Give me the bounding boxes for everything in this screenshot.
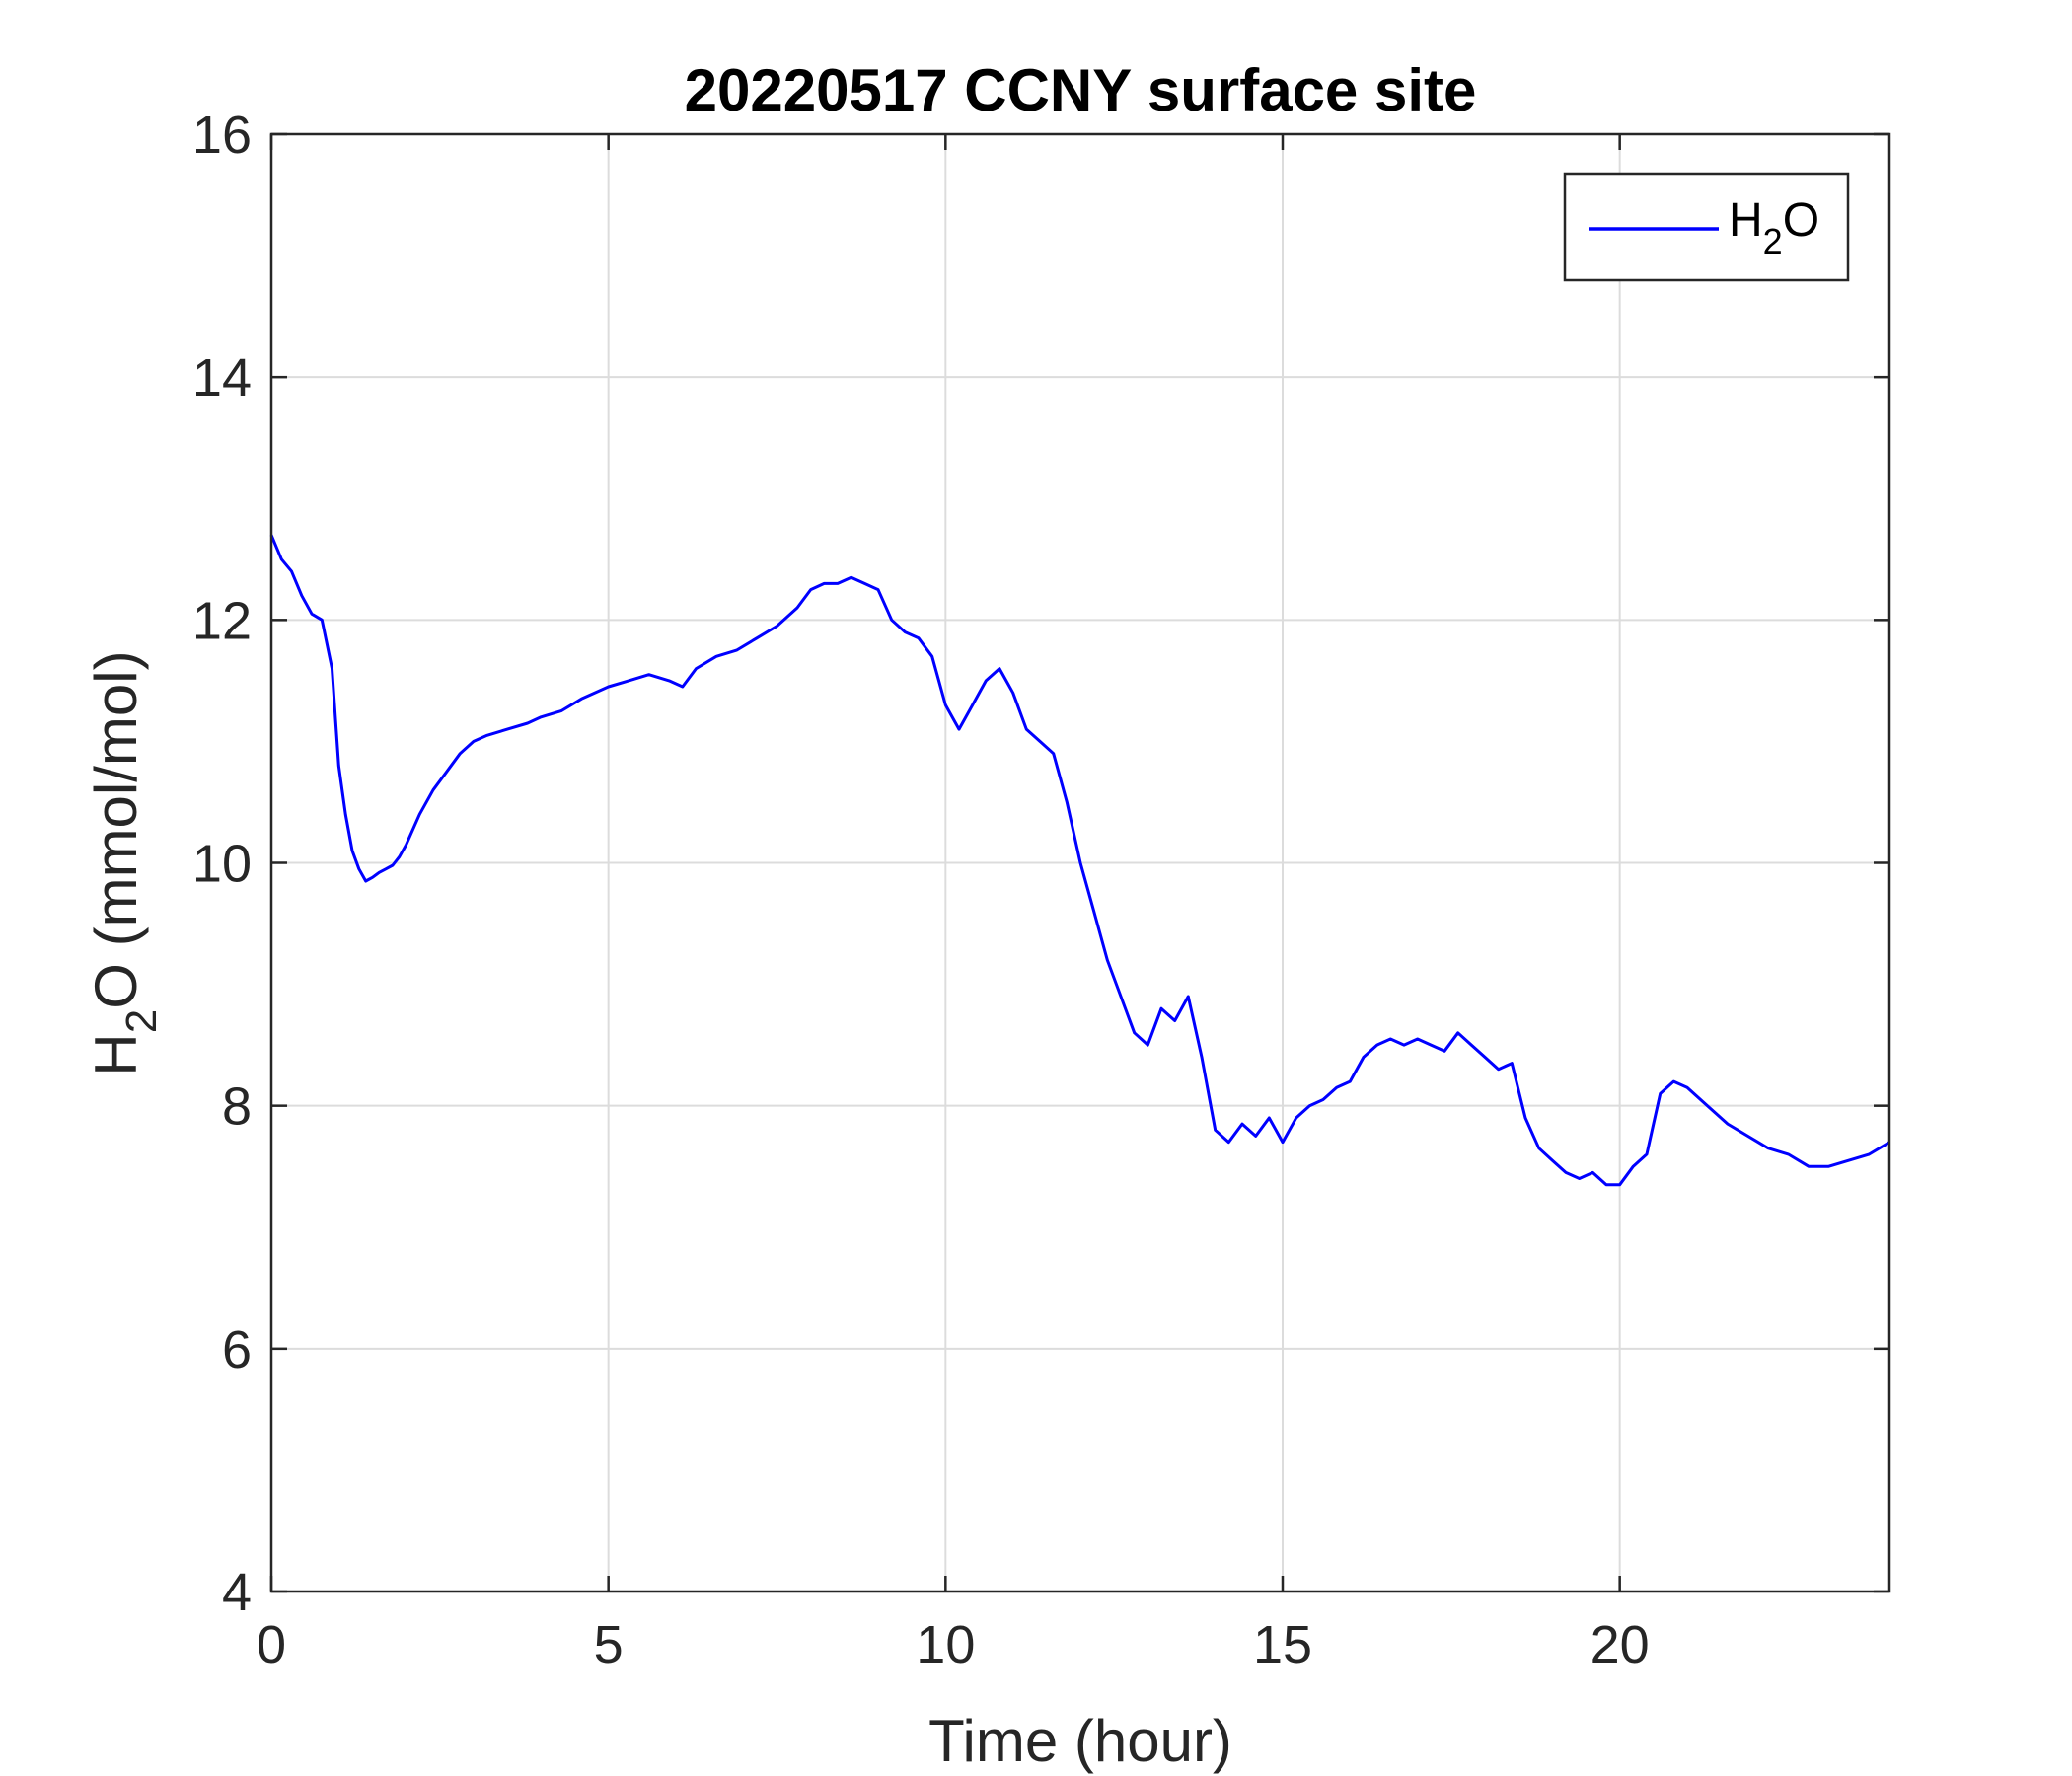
y-tick-label: 14 — [192, 348, 252, 407]
y-axis-title-main: H — [83, 1033, 149, 1075]
y-tick-label: 6 — [222, 1320, 252, 1379]
y-tick-label: 16 — [192, 106, 252, 165]
legend: H2O — [1563, 172, 1850, 282]
legend-label-rest: O — [1783, 194, 1819, 247]
grid-lines — [271, 134, 1889, 1591]
x-tick-label: 5 — [594, 1615, 624, 1674]
series-lines — [269, 534, 1890, 1187]
legend-label-main: H — [1729, 194, 1763, 247]
x-tick-label: 10 — [916, 1615, 975, 1674]
x-tick-labels: 0 5 10 15 20 — [257, 1615, 1650, 1674]
y-axis-title-rest: O (mmol/mol) — [83, 650, 149, 1008]
y-tick-labels: 4 6 8 10 12 14 16 — [192, 106, 252, 1622]
legend-label-subscript: 2 — [1763, 221, 1783, 261]
x-tick-label: 15 — [1253, 1615, 1312, 1674]
y-tick-label: 10 — [192, 835, 252, 894]
y-axis-title: H2O (mmol/mol) — [83, 650, 166, 1075]
legend-box — [1563, 172, 1850, 282]
x-axis-title: Time (hour) — [928, 1708, 1232, 1774]
axis-ticks — [269, 132, 1889, 1593]
y-axis-title-subscript: 2 — [117, 1009, 166, 1033]
x-tick-label: 0 — [257, 1615, 286, 1674]
x-tick-label: 20 — [1591, 1615, 1650, 1674]
legend-label: H2O — [1729, 194, 1819, 261]
chart-title: 20220517 CCNY surface site — [685, 57, 1477, 123]
y-tick-label: 8 — [222, 1077, 252, 1137]
series-line-0 — [269, 534, 1890, 1187]
y-tick-label: 4 — [222, 1563, 252, 1622]
y-tick-label: 12 — [192, 591, 252, 650]
